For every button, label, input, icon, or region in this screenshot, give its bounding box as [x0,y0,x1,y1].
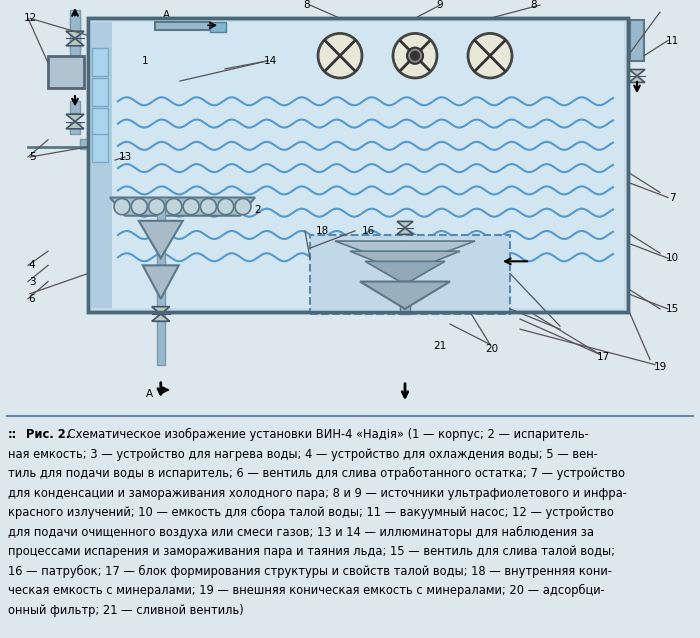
Bar [88,19,628,312]
Text: 17: 17 [596,352,610,362]
Text: 3: 3 [29,276,35,286]
Polygon shape [110,198,255,216]
Text: процессами испарения и замораживания пара и таяния льда; 15 — вентиль для слива : процессами испарения и замораживания пар… [8,545,615,558]
Circle shape [183,198,199,215]
Text: ная емкость; 3 — устройство для нагрева воды; 4 — устройство для охлаждения воды: ная емкость; 3 — устройство для нагрева … [8,447,598,461]
Bar [630,20,644,61]
Bar [210,22,226,33]
Bar [70,121,80,134]
Polygon shape [360,281,450,309]
Bar [70,38,80,50]
Text: 12: 12 [23,13,36,23]
Circle shape [218,198,234,215]
Text: ::: :: [8,428,18,441]
Bar [90,22,112,308]
Bar [70,101,80,114]
Circle shape [468,33,512,78]
Text: Рис. 2.: Рис. 2. [26,428,70,441]
Bar [310,235,510,314]
Bar [157,198,164,364]
Circle shape [148,198,164,215]
Text: Схематическое изображение установки ВИН-4 «Надія» (1 — корпус; 2 — испаритель-: Схематическое изображение установки ВИН-… [64,428,589,441]
Circle shape [407,48,423,64]
Text: 19: 19 [653,362,666,372]
Text: для подачи очищенного воздуха или смеси газов; 13 и 14 — иллюминаторы для наблюд: для подачи очищенного воздуха или смеси … [8,526,594,538]
Text: 14: 14 [263,56,276,66]
Text: онный фильтр; 21 — сливной вентиль): онный фильтр; 21 — сливной вентиль) [8,604,244,616]
Text: 15: 15 [666,304,678,314]
Bar [88,19,628,312]
Circle shape [410,50,420,61]
Bar [92,48,108,76]
Polygon shape [66,121,84,129]
Text: 1: 1 [141,56,148,66]
Polygon shape [152,307,169,314]
Bar [80,138,88,149]
Text: 8: 8 [531,0,538,10]
Text: 18: 18 [316,226,328,236]
Bar [70,10,80,56]
Text: 13: 13 [118,152,132,162]
Text: 20: 20 [485,345,498,355]
Circle shape [166,198,182,215]
Polygon shape [397,228,413,234]
Polygon shape [629,76,645,82]
Polygon shape [152,314,169,322]
Text: A: A [146,389,153,399]
Text: красного излучений; 10 — емкость для сбора талой воды; 11 — вакуумный насос; 12 : красного излучений; 10 — емкость для сбо… [8,506,614,519]
Polygon shape [350,251,460,271]
Bar [92,108,108,137]
Bar [70,19,80,31]
Text: 21: 21 [433,341,447,352]
Text: 6: 6 [29,293,35,304]
Text: 16: 16 [361,226,374,236]
Polygon shape [66,31,84,38]
Text: 16 — патрубок; 17 — блок формирования структуры и свойств талой воды; 18 — внутр: 16 — патрубок; 17 — блок формирования ст… [8,565,612,577]
Text: для конденсации и замораживания холодного пара; 8 и 9 — источники ультрафиолетов: для конденсации и замораживания холодног… [8,487,627,500]
Text: 9: 9 [437,0,443,10]
Polygon shape [139,221,183,258]
Text: 5: 5 [29,152,35,162]
Circle shape [114,198,130,215]
Bar [48,56,84,88]
Polygon shape [629,70,645,76]
Circle shape [235,198,251,215]
Text: 4: 4 [29,260,35,271]
Bar [92,22,624,308]
Bar [92,78,108,107]
Text: тиль для подачи воды в испаритель; 6 — вентиль для слива отработанного остатка; : тиль для подачи воды в испаритель; 6 — в… [8,467,625,480]
Circle shape [132,198,147,215]
Text: 2: 2 [255,205,261,214]
Polygon shape [365,262,445,281]
Bar [92,134,108,162]
Polygon shape [397,221,413,228]
Text: A: A [163,10,170,20]
Polygon shape [143,265,178,299]
Bar [155,22,210,31]
Polygon shape [66,114,84,121]
Text: 7: 7 [668,193,676,202]
Text: ческая емкость с минералами; 19 — внешняя коническая емкость с минералами; 20 — : ческая емкость с минералами; 19 — внешня… [8,584,605,597]
Bar [400,241,410,314]
Text: 10: 10 [666,253,678,263]
Polygon shape [335,241,475,265]
Text: 11: 11 [666,36,678,45]
Circle shape [200,198,216,215]
Polygon shape [66,38,84,46]
Circle shape [318,33,362,78]
Text: 8: 8 [304,0,310,10]
Circle shape [393,33,437,78]
